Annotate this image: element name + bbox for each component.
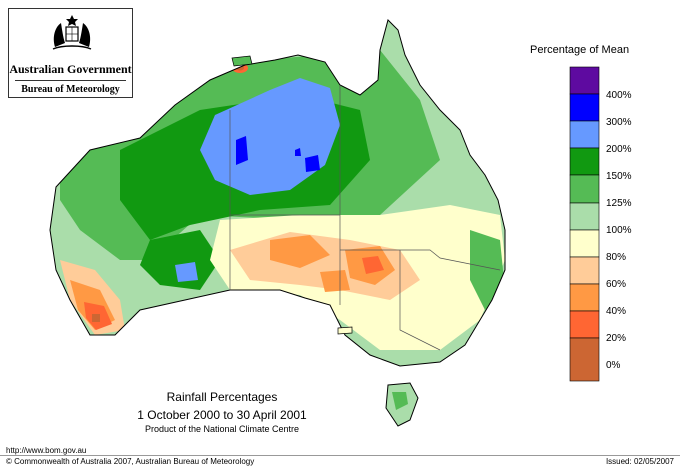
bureau-name: Bureau of Meteorology bbox=[21, 84, 120, 95]
website-link[interactable]: http://www.bom.gov.au bbox=[6, 446, 87, 455]
logo-divider bbox=[15, 80, 126, 81]
legend-label: 125% bbox=[606, 198, 632, 209]
map-period: 1 October 2000 to 30 April 2001 bbox=[137, 408, 307, 422]
footer-divider bbox=[0, 455, 680, 456]
legend-label: 0% bbox=[606, 360, 621, 371]
legend-label: 80% bbox=[606, 252, 627, 263]
coat-of-arms-icon bbox=[52, 15, 92, 50]
legend-label: 150% bbox=[606, 171, 632, 182]
legend-label: 60% bbox=[606, 279, 627, 290]
legend-label: 300% bbox=[606, 117, 632, 128]
issued-date: Issued: 02/05/2007 bbox=[605, 457, 674, 466]
legend-label: 100% bbox=[606, 225, 632, 236]
legend-label: 20% bbox=[606, 333, 627, 344]
legend-color-bar bbox=[569, 66, 600, 382]
map-product-note: Product of the National Climate Centre bbox=[144, 424, 300, 434]
legend-label: 400% bbox=[606, 90, 632, 101]
legend-label: 40% bbox=[606, 306, 627, 317]
map-title: Rainfall Percentages bbox=[166, 390, 278, 404]
government-name: Australian Government bbox=[9, 62, 132, 76]
copyright-notice: © Commonwealth of Australia 2007, Austra… bbox=[6, 457, 255, 466]
government-logo: Australian Government Bureau of Meteorol… bbox=[8, 8, 133, 98]
legend-title: Percentage of Mean bbox=[530, 44, 630, 56]
legend-label: 200% bbox=[606, 144, 632, 155]
